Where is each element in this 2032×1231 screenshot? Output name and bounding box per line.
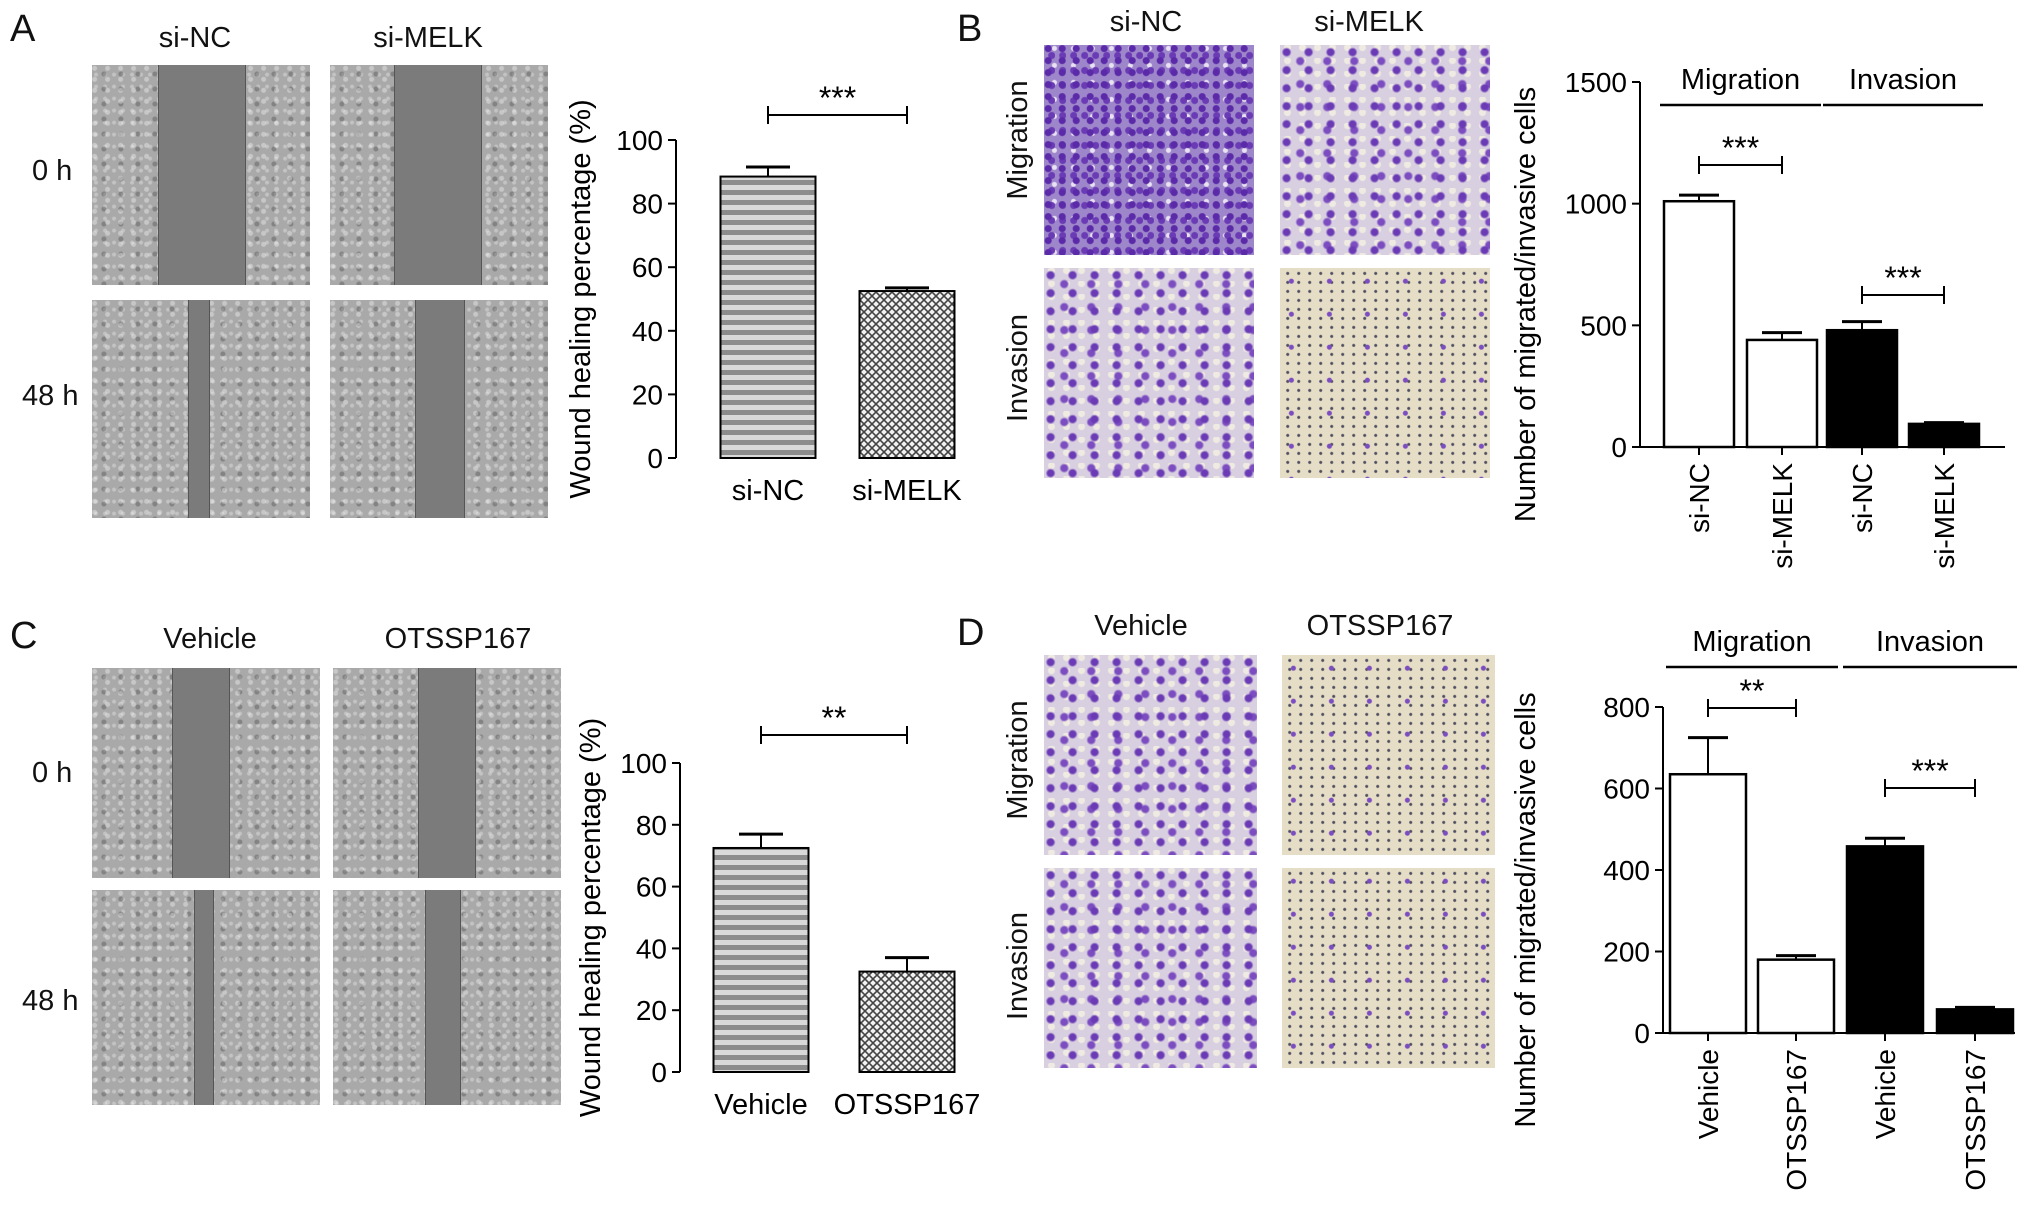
- y-tick-label: 0: [647, 443, 663, 474]
- significance-label: ***: [1722, 130, 1759, 166]
- bar-otssp167: [858, 970, 956, 1074]
- panel-label-a: A: [10, 8, 36, 50]
- x-tick-label: si-NC: [1847, 463, 1878, 533]
- panel-label-d: D: [957, 612, 985, 654]
- panel-label-b: B: [957, 8, 983, 50]
- chart-a: 0 20 40 60 80 100 Wound healing percentage (%)…: [565, 80, 962, 507]
- transwell-image-si-melk-invasion: [1280, 268, 1490, 478]
- col-label-si-melk: si-MELK: [1314, 6, 1424, 38]
- x-tick-label: OTSSP167: [1960, 1049, 1991, 1191]
- x-tick-label: OTSSP167: [1781, 1049, 1812, 1191]
- significance-label: ***: [819, 80, 856, 116]
- y-axis-label: Number of migrated/invasive cells: [1510, 692, 1542, 1127]
- x-tick-label: si-MELK: [1767, 463, 1798, 569]
- x-tick-label: Vehicle: [1870, 1049, 1901, 1139]
- y-tick-label: 400: [1603, 855, 1650, 886]
- y-tick-label: 600: [1603, 774, 1650, 805]
- col-label-vehicle: Vehicle: [1094, 610, 1188, 642]
- col-label-si-nc: si-NC: [158, 22, 232, 54]
- wound-image-si-nc-48h: [92, 300, 310, 518]
- wound-image-vehicle-48h: [92, 890, 320, 1105]
- bar-si-melk-3: [1907, 422, 1981, 449]
- significance-label: ***: [1884, 260, 1921, 296]
- y-tick-label: 0: [1611, 432, 1627, 463]
- significance-label: ***: [1911, 753, 1948, 789]
- y-tick-label: 1500: [1565, 67, 1627, 98]
- significance-label: **: [1740, 673, 1765, 709]
- transwell-image-vehicle-migration: [1044, 655, 1257, 855]
- y-axis-label: Wound healing percentage (%): [575, 718, 607, 1117]
- bar-vehicle-2: [1845, 845, 1925, 1035]
- transwell-image-vehicle-invasion: [1044, 868, 1257, 1068]
- y-tick-label: 80: [636, 810, 667, 841]
- y-axis-label: Number of migrated/invasive cells: [1510, 87, 1542, 522]
- col-label-otssp167: OTSSP167: [384, 623, 532, 655]
- wound-image-vehicle-0h: [92, 668, 320, 878]
- bar-si-nc-0: [1662, 199, 1736, 449]
- chart-d: 0 200 400 600 800 Number of migrated/invasive…: [1510, 626, 2017, 1191]
- x-tick-label: si-NC: [1684, 463, 1715, 533]
- transwell-image-si-nc-invasion: [1044, 268, 1254, 478]
- bar-vehicle-0: [1668, 772, 1748, 1035]
- x-tick-label: si-NC: [732, 475, 805, 507]
- row-label-0h: 0 h: [32, 757, 73, 789]
- bar-vehicle: [712, 846, 810, 1073]
- row-label-0h: 0 h: [32, 155, 73, 187]
- wound-image-otssp167-48h: [333, 890, 561, 1105]
- x-tick-label: OTSSP167: [834, 1089, 981, 1121]
- chart-c: 0 20 40 60 80 100 Wound healing percentage (%)…: [575, 700, 981, 1121]
- transwell-image-otssp167-invasion: [1282, 868, 1495, 1068]
- row-label-48h: 48 h: [22, 380, 79, 412]
- row-label-migration: Migration: [1002, 700, 1034, 820]
- x-tick-label: si-MELK: [1929, 463, 1960, 569]
- panel-label-c: C: [10, 615, 38, 657]
- bar-otssp167-3: [1935, 1008, 2015, 1035]
- transwell-image-si-nc-migration: [1044, 45, 1254, 255]
- y-tick-label: 20: [636, 995, 667, 1026]
- y-tick-label: 200: [1603, 937, 1650, 968]
- significance-label: **: [822, 700, 847, 736]
- col-label-si-nc: si-NC: [1109, 6, 1183, 38]
- transwell-image-si-melk-migration: [1280, 45, 1490, 255]
- y-tick-label: 60: [636, 872, 667, 903]
- bar-si-nc-2: [1825, 328, 1899, 449]
- y-tick-label: 20: [632, 379, 663, 410]
- chart-b: 0 500 1000 1500 Number of migrated/invasive …: [1510, 64, 2005, 569]
- y-tick-label: 800: [1603, 692, 1650, 723]
- x-tick-label: si-MELK: [852, 475, 962, 507]
- col-label-otssp167: OTSSP167: [1306, 610, 1454, 642]
- row-label-invasion: Invasion: [1002, 911, 1034, 1021]
- bar-si-nc: [719, 175, 817, 459]
- x-tick-label: Vehicle: [1693, 1049, 1724, 1139]
- group-label-invasion: Invasion: [1849, 64, 1957, 96]
- group-label-migration: Migration: [1692, 626, 1811, 658]
- col-label-si-melk: si-MELK: [373, 22, 483, 54]
- y-tick-label: 500: [1580, 310, 1627, 341]
- bar-si-melk: [858, 290, 956, 459]
- row-label-48h: 48 h: [22, 985, 79, 1017]
- col-label-vehicle: Vehicle: [163, 623, 257, 655]
- y-tick-label: 60: [632, 252, 663, 283]
- y-tick-label: 40: [632, 316, 663, 347]
- y-tick-label: 1000: [1565, 189, 1627, 220]
- y-tick-label: 0: [1634, 1018, 1650, 1049]
- row-label-invasion: Invasion: [1002, 313, 1034, 423]
- wound-image-si-nc-0h: [92, 65, 310, 285]
- row-label-migration: Migration: [1002, 80, 1034, 200]
- bar-si-melk-1: [1745, 338, 1819, 449]
- y-tick-label: 100: [620, 748, 667, 779]
- wound-image-otssp167-0h: [333, 668, 561, 878]
- y-axis-label: Wound healing percentage (%): [565, 99, 597, 498]
- bar-otssp167-1: [1756, 958, 1836, 1035]
- y-tick-label: 40: [636, 933, 667, 964]
- group-label-migration: Migration: [1681, 64, 1800, 96]
- x-tick-label: Vehicle: [714, 1089, 808, 1121]
- y-tick-label: 100: [616, 125, 663, 156]
- group-label-invasion: Invasion: [1876, 626, 1984, 658]
- y-tick-label: 0: [651, 1057, 667, 1088]
- wound-image-si-melk-48h: [330, 300, 548, 518]
- y-tick-label: 80: [632, 189, 663, 220]
- wound-image-si-melk-0h: [330, 65, 548, 285]
- transwell-image-otssp167-migration: [1282, 655, 1495, 855]
